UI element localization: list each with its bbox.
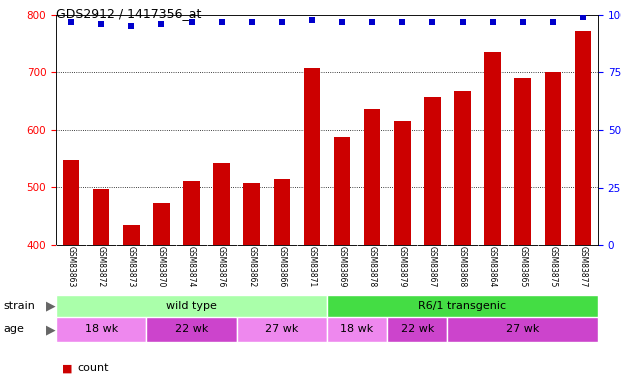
Bar — [394, 121, 410, 245]
Text: 27 wk: 27 wk — [265, 324, 299, 334]
Text: age: age — [3, 324, 24, 334]
Text: GSM83870: GSM83870 — [157, 246, 166, 288]
Bar — [327, 317, 388, 342]
Point — [96, 21, 106, 27]
Point — [458, 19, 468, 25]
Text: GSM83864: GSM83864 — [488, 246, 497, 288]
Text: GSM83873: GSM83873 — [127, 246, 136, 288]
Bar — [424, 97, 441, 245]
Text: GSM83863: GSM83863 — [66, 246, 76, 288]
Text: 18 wk: 18 wk — [340, 324, 374, 334]
Point — [548, 19, 558, 25]
Text: GSM83862: GSM83862 — [247, 246, 256, 288]
Point — [337, 19, 347, 25]
Bar — [333, 137, 350, 245]
Text: GSM83874: GSM83874 — [187, 246, 196, 288]
Bar — [304, 69, 320, 245]
Bar — [243, 183, 260, 245]
Text: count: count — [78, 363, 109, 373]
Text: ▶: ▶ — [46, 300, 55, 312]
Point — [277, 19, 287, 25]
Bar — [147, 317, 237, 342]
Bar — [56, 295, 327, 317]
Bar — [56, 317, 147, 342]
Bar — [327, 295, 598, 317]
Point — [186, 19, 196, 25]
Point — [217, 19, 227, 25]
Bar — [237, 317, 327, 342]
Point — [66, 19, 76, 25]
Bar — [514, 78, 531, 245]
Text: GSM83877: GSM83877 — [578, 246, 587, 288]
Point — [397, 19, 407, 25]
Bar — [574, 30, 591, 245]
Bar — [123, 225, 140, 245]
Point — [487, 19, 497, 25]
Point — [247, 19, 256, 25]
Bar — [388, 317, 448, 342]
Text: GSM83875: GSM83875 — [548, 246, 557, 288]
Text: GSM83876: GSM83876 — [217, 246, 226, 288]
Text: 22 wk: 22 wk — [401, 324, 434, 334]
Text: GSM83869: GSM83869 — [338, 246, 347, 288]
Text: GSM83867: GSM83867 — [428, 246, 437, 288]
Point — [427, 19, 437, 25]
Text: GSM83872: GSM83872 — [97, 246, 106, 288]
Text: strain: strain — [3, 301, 35, 311]
Bar — [484, 53, 501, 245]
Text: GSM83879: GSM83879 — [398, 246, 407, 288]
Point — [156, 21, 166, 27]
Point — [126, 24, 136, 30]
Text: 27 wk: 27 wk — [506, 324, 540, 334]
Bar — [448, 317, 598, 342]
Text: ▶: ▶ — [46, 323, 55, 336]
Text: GSM83868: GSM83868 — [458, 246, 467, 288]
Bar — [183, 181, 200, 245]
Bar — [274, 180, 290, 245]
Point — [518, 19, 528, 25]
Text: GSM83866: GSM83866 — [278, 246, 286, 288]
Point — [578, 14, 588, 20]
Bar — [545, 72, 561, 245]
Text: GSM83865: GSM83865 — [518, 246, 527, 288]
Point — [307, 16, 317, 22]
Bar — [364, 109, 381, 245]
Bar — [93, 189, 109, 245]
Text: R6/1 transgenic: R6/1 transgenic — [419, 301, 507, 311]
Text: wild type: wild type — [166, 301, 217, 311]
Text: 22 wk: 22 wk — [175, 324, 208, 334]
Bar — [214, 164, 230, 245]
Point — [367, 19, 377, 25]
Text: ■: ■ — [62, 363, 73, 373]
Text: GSM83871: GSM83871 — [307, 246, 317, 288]
Bar — [454, 91, 471, 245]
Bar — [153, 203, 170, 245]
Text: GDS2912 / 1417356_at: GDS2912 / 1417356_at — [56, 8, 201, 21]
Bar — [63, 160, 79, 245]
Text: 18 wk: 18 wk — [84, 324, 118, 334]
Text: GSM83878: GSM83878 — [368, 246, 377, 288]
